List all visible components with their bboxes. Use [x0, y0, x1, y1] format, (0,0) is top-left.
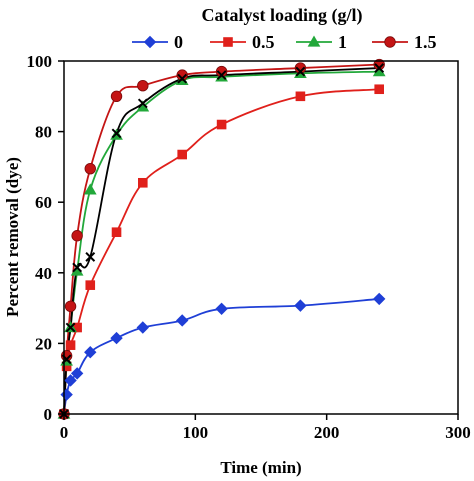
data-point-0-9	[294, 299, 307, 312]
data-point-1-4	[83, 183, 97, 195]
x-axis-title: Time (min)	[220, 458, 301, 477]
data-point-0.5-2	[65, 340, 76, 350]
data-point-x-6	[137, 98, 148, 109]
data-point-0.5-9	[295, 91, 306, 102]
data-point-x-7	[177, 73, 188, 84]
data-point-x-3	[72, 262, 83, 273]
plot-frame	[63, 60, 459, 415]
data-point-x-4	[85, 252, 96, 262]
y-tick-label: 60	[35, 193, 52, 212]
data-point-x-8	[216, 70, 227, 81]
legend-label-1.5: 1.5	[414, 32, 437, 52]
legend-marker-0.5	[223, 37, 233, 47]
data-point-x-5	[111, 128, 122, 139]
plot-lines	[63, 63, 380, 415]
y-tick-label: 0	[44, 405, 53, 424]
series-line-0	[63, 298, 380, 415]
x-axis: 0 100 200 300	[60, 414, 471, 442]
x-tick-label: 0	[60, 423, 69, 442]
x-tick-label: 300	[445, 423, 471, 442]
data-point-0.5-6	[138, 177, 148, 188]
data-point-1.5-8	[215, 65, 228, 78]
y-tick-label: 40	[35, 264, 52, 283]
data-point-1.5-6	[137, 80, 149, 92]
y-tick-label: 100	[27, 52, 53, 71]
legend-title: Catalyst loading (g/l)	[201, 5, 362, 26]
data-point-0-5	[110, 331, 123, 345]
data-point-x-9	[295, 66, 306, 77]
y-axis-title: Percent removal (dye)	[3, 157, 22, 317]
plot-markers	[57, 58, 386, 421]
data-point-0-7	[175, 314, 189, 327]
legend-label-0: 0	[174, 32, 183, 52]
legend-marker-0	[143, 35, 157, 49]
data-point-0.5-7	[177, 149, 187, 160]
data-point-1.5-4	[84, 162, 96, 175]
legend-label-0.5: 0.5	[252, 32, 275, 52]
data-point-0.5-10	[374, 84, 384, 95]
y-tick-label: 20	[35, 334, 52, 353]
data-point-0.5-8	[216, 119, 227, 130]
legend-marker-1.5	[384, 36, 396, 48]
data-point-0.5-5	[111, 227, 122, 238]
data-point-1.5-9	[294, 62, 307, 74]
x-tick-label: 100	[183, 423, 209, 442]
data-point-1.5-5	[110, 90, 123, 103]
data-point-0-1	[60, 388, 73, 401]
data-point-0-10	[372, 292, 386, 306]
legend: 0 0.5 1 1.5	[132, 32, 437, 52]
data-point-0-4	[84, 346, 97, 359]
data-point-1.5-3	[71, 230, 83, 242]
data-point-0-3	[70, 367, 84, 380]
data-point-0-2	[64, 374, 77, 387]
data-point-x-10	[374, 63, 385, 73]
data-point-x-2	[65, 322, 76, 333]
x-tick-label: 200	[314, 423, 340, 442]
data-point-0.5-4	[85, 280, 96, 290]
data-point-1.5-2	[64, 300, 77, 313]
data-point-0-6	[136, 321, 150, 334]
series-line-1.5	[63, 63, 380, 415]
y-axis: 0 20 40 60 80 100	[27, 52, 64, 424]
y-tick-label: 80	[35, 123, 52, 142]
legend-label-1: 1	[338, 32, 347, 52]
legend-marker-1	[307, 35, 321, 47]
data-point-1.5-7	[176, 69, 188, 81]
data-point-1.5-10	[373, 58, 385, 71]
data-point-0-8	[215, 302, 228, 316]
